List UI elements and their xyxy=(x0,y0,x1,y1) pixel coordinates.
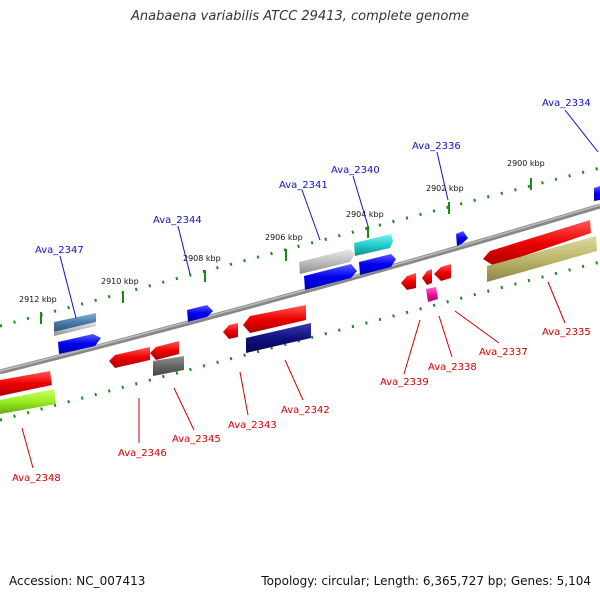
gene-arrow xyxy=(359,254,396,275)
gene-label-ava-2336[interactable]: Ava_2336 xyxy=(412,141,461,152)
gene-arrow xyxy=(153,356,184,376)
gene-arrow xyxy=(187,305,213,322)
gene-label-ava-2341[interactable]: Ava_2341 xyxy=(279,180,328,191)
forward-leaders xyxy=(59,109,599,319)
gene-arrow xyxy=(0,389,56,414)
gene-label-ava-2346[interactable]: Ava_2346 xyxy=(118,448,167,459)
reverse-leaders xyxy=(21,281,566,469)
gene-arrow xyxy=(594,186,600,201)
gene-label-ava-2340[interactable]: Ava_2340 xyxy=(331,165,380,176)
gene-arrow xyxy=(422,269,432,285)
gene-arrow xyxy=(223,323,238,339)
tick-label: 2908 kbp xyxy=(183,254,221,263)
gene-label-ava-2348[interactable]: Ava_2348 xyxy=(12,473,61,484)
gene-arrow xyxy=(354,234,393,256)
gene-arrow xyxy=(0,371,52,396)
gene-arrow xyxy=(434,264,451,281)
tick-label: 2910 kbp xyxy=(101,277,139,286)
tick-label: 2906 kbp xyxy=(265,233,303,242)
forward-tick-row xyxy=(0,166,600,328)
genome-backbone xyxy=(0,203,600,375)
gene-arrow xyxy=(456,231,468,246)
tick-label: 2900 kbp xyxy=(507,159,545,168)
gene-label-ava-2342[interactable]: Ava_2342 xyxy=(281,405,330,416)
gene-arrow xyxy=(54,322,96,336)
reverse-genes xyxy=(0,220,597,414)
tick-label: 2912 kbp xyxy=(19,295,57,304)
genome-summary-text: Topology: circular; Length: 6,365,727 bp… xyxy=(261,574,591,588)
gene-label-ava-2334[interactable]: Ava_2334 xyxy=(542,98,591,109)
reverse-tick-row xyxy=(0,260,600,422)
accession-text: Accession: NC_007413 xyxy=(9,574,146,588)
forward-genes xyxy=(54,186,600,354)
gene-label-ava-2338[interactable]: Ava_2338 xyxy=(428,362,477,373)
gene-arrow xyxy=(150,341,179,360)
gene-arrow xyxy=(487,236,597,282)
gene-label-ava-2344[interactable]: Ava_2344 xyxy=(153,215,202,226)
gene-arrow xyxy=(246,323,311,353)
gene-label-ava-2343[interactable]: Ava_2343 xyxy=(228,420,277,431)
gene-arrow xyxy=(304,264,357,290)
gene-arrow xyxy=(109,347,150,368)
gene-label-ava-2347[interactable]: Ava_2347 xyxy=(35,245,84,256)
gene-label-ava-2337[interactable]: Ava_2337 xyxy=(479,347,528,358)
gene-arrow xyxy=(243,305,306,333)
gene-arrow xyxy=(58,334,101,354)
gene-label-ava-2345[interactable]: Ava_2345 xyxy=(172,434,221,445)
map-title: Anabaena variabilis ATCC 29413, complete… xyxy=(131,9,469,24)
gene-arrow xyxy=(299,249,355,274)
gene-arrow xyxy=(54,313,96,332)
tick-label: 2902 kbp xyxy=(426,184,464,193)
gene-label-ava-2339[interactable]: Ava_2339 xyxy=(380,377,429,388)
gene-label-ava-2335[interactable]: Ava_2335 xyxy=(542,327,591,338)
gene-arrow xyxy=(483,220,591,266)
gene-arrow xyxy=(401,273,416,290)
gene-arrow xyxy=(426,287,438,302)
